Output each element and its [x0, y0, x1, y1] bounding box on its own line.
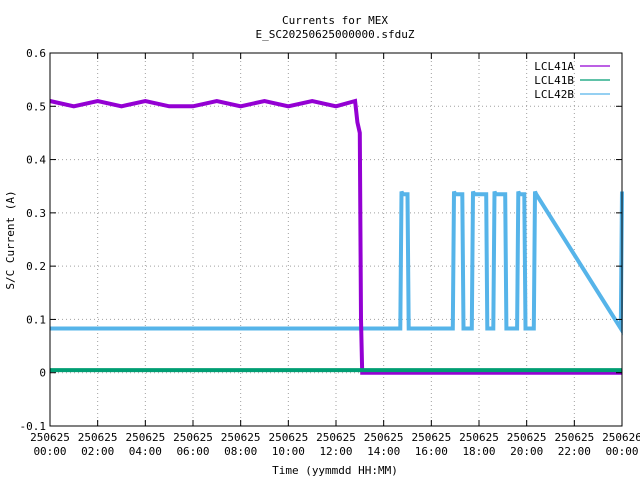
plot-area	[49, 98, 624, 375]
x-tick-label-date: 250625	[459, 431, 499, 444]
x-tick-label-date: 250625	[125, 431, 165, 444]
x-tick-label-time: 18:00	[462, 445, 495, 458]
x-tick-label-date: 250625	[316, 431, 356, 444]
x-tick-label-time: 00:00	[33, 445, 66, 458]
x-tick-label-date: 250625	[30, 431, 70, 444]
x-tick-label-date: 250625	[268, 431, 308, 444]
x-axis: 25062500:0025062502:0025062504:002506250…	[30, 53, 640, 458]
chart-subtitle: E_SC20250625000000.sfduZ	[256, 28, 415, 41]
x-tick-label-time: 08:00	[224, 445, 257, 458]
x-tick-label-date: 250625	[554, 431, 594, 444]
y-tick-label: 0.1	[26, 313, 46, 326]
y-tick-label: 0.3	[26, 207, 46, 220]
y-axis-label: S/C Current (A)	[4, 190, 17, 289]
x-tick-label-date: 250625	[221, 431, 261, 444]
legend-label: LCL41A	[534, 60, 574, 73]
x-tick-label-time: 20:00	[510, 445, 543, 458]
x-tick-label-time: 00:00	[605, 445, 638, 458]
x-tick-label-time: 06:00	[176, 445, 209, 458]
y-tick-label: 0	[39, 367, 46, 380]
y-tick-label: 0.6	[26, 47, 46, 60]
x-tick-label-date: 250626	[602, 431, 640, 444]
legend-label: LCL41B	[534, 74, 574, 87]
x-tick-label-time: 22:00	[558, 445, 591, 458]
legend-label: LCL42B	[534, 88, 574, 101]
y-tick-label: 0.5	[26, 100, 46, 113]
y-tick-label: -0.1	[20, 420, 47, 433]
chart-title: Currents for MEX	[282, 14, 388, 27]
x-tick-label-time: 12:00	[319, 445, 352, 458]
x-tick-label-time: 16:00	[415, 445, 448, 458]
x-tick-label-date: 250625	[78, 431, 118, 444]
x-tick-label-time: 14:00	[367, 445, 400, 458]
x-tick-label-date: 250625	[507, 431, 547, 444]
series-line-lcl42b	[50, 190, 624, 336]
x-tick-label-date: 250625	[173, 431, 213, 444]
y-axis: -0.1 0 0.1 0.2 0.3 0.4 0.5 0.6	[20, 47, 622, 433]
x-tick-label-time: 04:00	[129, 445, 162, 458]
series-line-lcl41a	[49, 98, 622, 375]
y-tick-label: 0.4	[26, 154, 46, 167]
x-tick-label-time: 10:00	[272, 445, 305, 458]
x-tick-label-date: 250625	[364, 431, 404, 444]
x-tick-label-date: 250625	[411, 431, 451, 444]
x-axis-label: Time (yymmdd HH:MM)	[272, 464, 398, 477]
y-tick-label: 0.2	[26, 260, 46, 273]
x-tick-label-time: 02:00	[81, 445, 114, 458]
